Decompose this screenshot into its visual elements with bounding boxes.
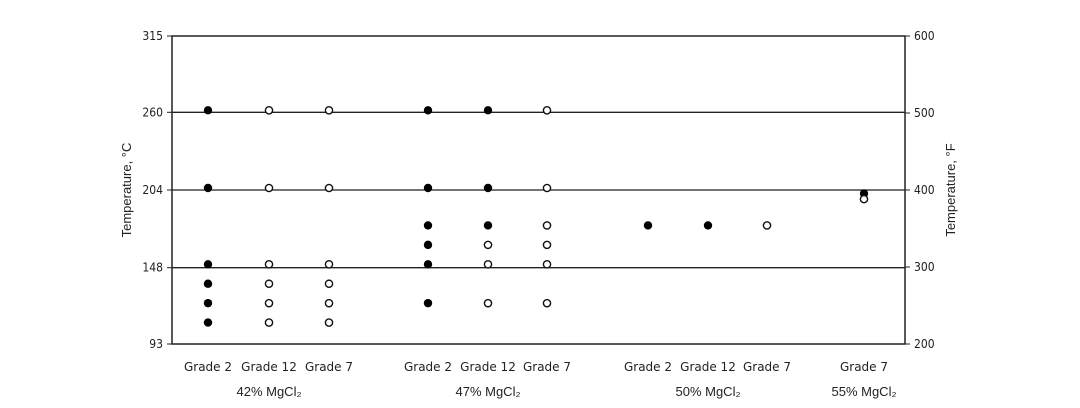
open-point	[264, 279, 274, 289]
right-tick-label: 600	[914, 29, 935, 43]
group-label: 47% MgCl₂	[455, 384, 520, 399]
left-tick-label: 204	[142, 183, 163, 197]
left-tick-label: 260	[142, 105, 163, 119]
category-label: Grade 2	[624, 360, 672, 374]
filled-point	[423, 260, 433, 269]
open-point	[324, 279, 334, 289]
open-point	[542, 240, 552, 250]
open-point	[483, 298, 493, 308]
filled-point	[203, 318, 213, 327]
open-point	[264, 298, 274, 308]
y-axis-label-left: Temperature, °C	[119, 143, 134, 238]
open-point	[542, 183, 552, 193]
open-point	[324, 183, 334, 193]
open-point	[264, 260, 274, 269]
category-label: Grade 7	[523, 360, 571, 374]
group-label: 42% MgCl₂	[236, 384, 301, 399]
open-point	[483, 240, 493, 250]
filled-point	[423, 298, 433, 308]
open-point	[483, 260, 493, 269]
group-label: 50% MgCl₂	[675, 384, 740, 399]
open-point	[762, 221, 772, 230]
open-point	[324, 298, 334, 308]
open-point	[542, 221, 552, 230]
filled-point	[423, 106, 433, 115]
left-tick-label: 315	[142, 29, 163, 43]
category-label: Grade 12	[460, 360, 516, 374]
open-point	[324, 106, 334, 115]
right-tick-label: 500	[914, 106, 935, 120]
filled-point	[423, 240, 433, 250]
filled-point	[203, 183, 213, 193]
category-label: Grade 2	[184, 360, 232, 374]
group-label: 55% MgCl₂	[831, 384, 896, 399]
y-axis-label-right: Temperature, °F	[943, 143, 958, 236]
category-label: Grade 2	[404, 360, 452, 374]
filled-point	[203, 298, 213, 308]
filled-point	[703, 221, 713, 230]
filled-point	[483, 221, 493, 230]
filled-point	[423, 221, 433, 230]
left-tick-label: 93	[149, 337, 163, 351]
right-tick-label: 200	[914, 337, 935, 351]
filled-point	[203, 106, 213, 115]
left-tick-label: 148	[142, 261, 163, 275]
filled-point	[643, 221, 653, 230]
open-point	[542, 298, 552, 308]
right-tick-label: 400	[914, 183, 935, 197]
open-point	[542, 106, 552, 115]
open-point	[324, 260, 334, 269]
category-label: Grade 7	[840, 360, 888, 374]
open-point	[264, 318, 274, 327]
filled-point	[483, 183, 493, 193]
filled-point	[203, 260, 213, 269]
open-point	[542, 260, 552, 269]
category-label: Grade 7	[305, 360, 353, 374]
category-label: Grade 12	[241, 360, 297, 374]
open-point	[264, 183, 274, 193]
filled-point	[483, 106, 493, 115]
open-point	[859, 194, 869, 204]
filled-point	[423, 183, 433, 193]
category-label: Grade 12	[680, 360, 736, 374]
right-tick-label: 300	[914, 260, 935, 274]
filled-point	[203, 279, 213, 288]
category-label: Grade 7	[743, 360, 791, 374]
open-point	[324, 318, 334, 327]
open-point	[264, 106, 274, 115]
